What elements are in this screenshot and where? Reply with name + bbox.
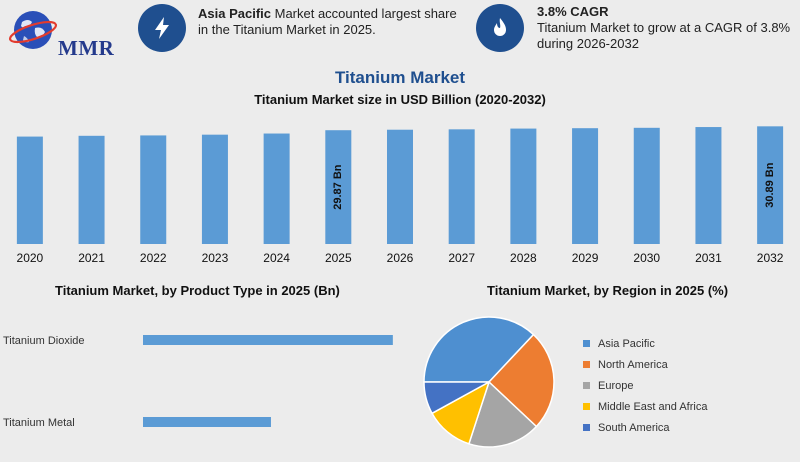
data-label: 29.87 Bn [332,164,344,210]
market-size-bar-chart: 2020 2021 2022 2023 2024 2025 2026 2027 2028 2029… [0,110,800,270]
legend-label: North America [598,359,668,371]
bar [510,129,536,244]
bar [140,135,166,244]
cagr-title: 3.8% CAGR [537,4,797,20]
legend-item: Middle East and Africa [583,396,707,417]
flame-icon [476,4,524,52]
hbar [143,417,271,427]
bar [695,127,721,244]
bar [449,129,475,244]
x-tick-label: 2020 [17,251,44,265]
bar [264,134,290,244]
x-tick-label: 2027 [448,251,475,265]
category-label: Titanium Metal [3,417,75,429]
category-label: Titanium Dioxide [3,335,85,347]
info-cagr: 3.8% CAGR Titanium Market to grow at a C… [537,4,797,52]
legend-swatch [583,361,590,368]
info-asia-pacific-bold: Asia Pacific [198,6,271,21]
x-tick-label: 2025 [325,251,352,265]
lightning-icon [138,4,186,52]
x-tick-label: 2028 [510,251,537,265]
bar [202,135,228,244]
region-title: Titanium Market, by Region in 2025 (%) [487,283,728,298]
mmr-logo: MMR [8,6,118,58]
legend-label: South America [598,422,670,434]
legend-item: North America [583,354,707,375]
region-pie-chart [410,300,570,462]
logo-text: MMR [58,36,114,61]
x-tick-label: 2023 [202,251,229,265]
x-tick-label: 2031 [695,251,722,265]
bar [634,128,660,244]
globe-icon [8,6,60,58]
x-tick-label: 2029 [572,251,599,265]
legend-swatch [583,382,590,389]
legend-swatch [583,340,590,347]
x-tick-label: 2024 [263,251,290,265]
legend-label: Asia Pacific [598,338,655,350]
x-tick-label: 2030 [633,251,660,265]
legend-item: Asia Pacific [583,333,707,354]
product-type-bar-chart: Titanium Dioxide Titanium Metal [0,300,410,462]
x-tick-label: 2021 [78,251,105,265]
x-tick-label: 2026 [387,251,414,265]
legend-swatch [583,403,590,410]
bar [572,128,598,244]
chart-title: Titanium Market [0,68,800,88]
product-type-title: Titanium Market, by Product Type in 2025… [55,283,340,298]
bar [387,130,413,244]
legend-item: South America [583,417,707,438]
region-legend: Asia Pacific North America Europe Middle… [583,333,707,438]
bar [79,136,105,244]
x-tick-label: 2032 [757,251,784,265]
x-tick-label: 2022 [140,251,167,265]
info-asia-pacific: Asia Pacific Market accounted largest sh… [198,6,468,38]
chart-subtitle: Titanium Market size in USD Billion (202… [0,92,800,107]
bar [17,137,43,244]
legend-item: Europe [583,375,707,396]
legend-label: Middle East and Africa [598,401,707,413]
data-label: 30.89 Bn [764,162,776,208]
legend-label: Europe [598,380,633,392]
cagr-text: Titanium Market to grow at a CAGR of 3.8… [537,20,790,51]
legend-swatch [583,424,590,431]
hbar [143,335,393,345]
